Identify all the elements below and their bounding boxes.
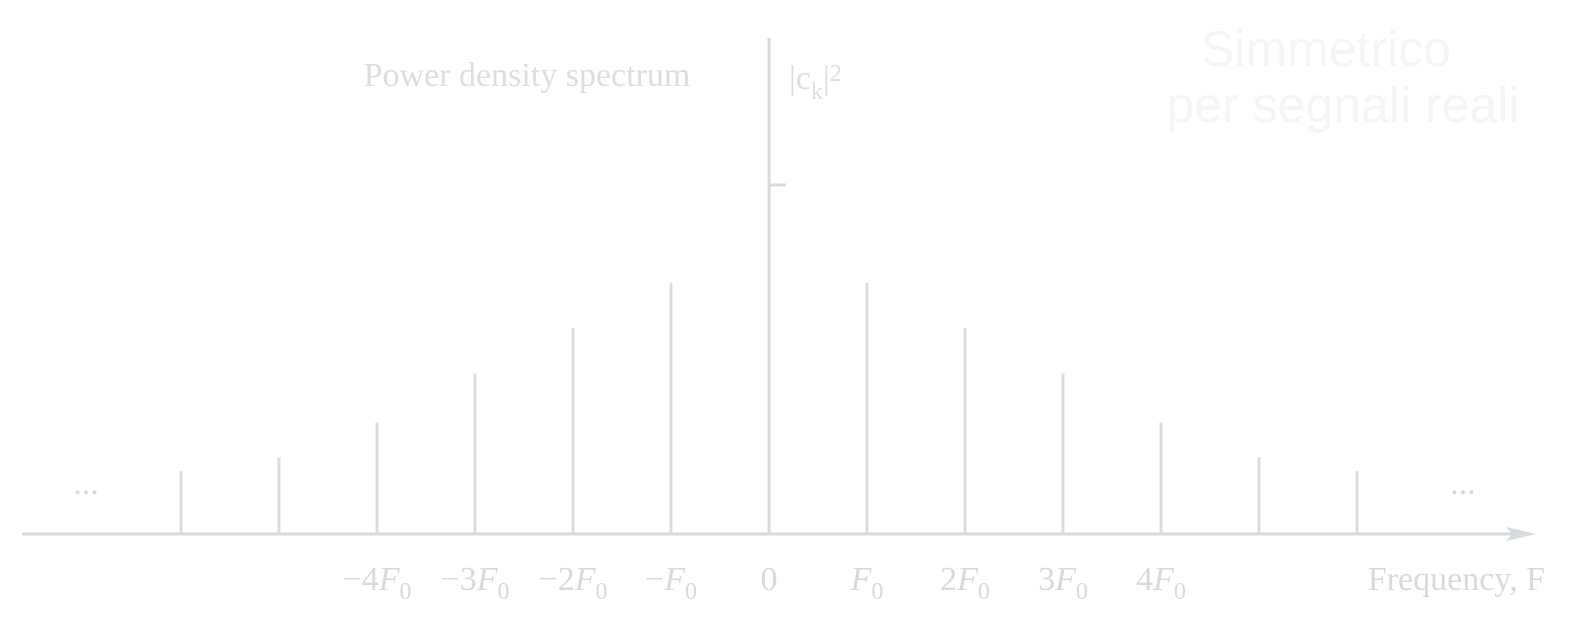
- right-ellipsis: ...: [1450, 465, 1476, 502]
- left-ellipsis: ...: [73, 465, 99, 502]
- y-label-base: |c: [789, 60, 811, 97]
- y-axis-label: |ck|2: [789, 60, 842, 105]
- x-tick-label: 2F0: [940, 561, 990, 605]
- y-label-subscript: k: [811, 79, 823, 105]
- x-axis-arrowhead: [1506, 527, 1536, 541]
- x-tick-label: −3F0: [441, 561, 510, 605]
- note-line-1: Simmetrico: [1201, 21, 1451, 77]
- x-axis-label: Frequency, F: [1368, 561, 1545, 598]
- x-tick-label: 0: [761, 561, 778, 598]
- x-tick-label: −4F0: [343, 561, 412, 605]
- x-tick-label: 4F0: [1136, 561, 1186, 605]
- x-tick-label: F0: [850, 561, 884, 605]
- x-tick-label: −F0: [645, 561, 697, 605]
- y-label-tail: |: [823, 60, 830, 97]
- y-label-superscript: 2: [830, 61, 842, 87]
- diagram-title: Power density spectrum: [364, 57, 691, 94]
- spectral-lines: [179, 282, 1359, 534]
- x-tick-label: −2F0: [539, 561, 608, 605]
- x-tick-label: 3F0: [1038, 561, 1088, 605]
- note-line-2: per segnali reali: [1167, 77, 1520, 133]
- x-tick-labels: −4F0 −3F0 −2F0 −F0 0 F0 2F0 3F0 4F0: [343, 561, 1186, 605]
